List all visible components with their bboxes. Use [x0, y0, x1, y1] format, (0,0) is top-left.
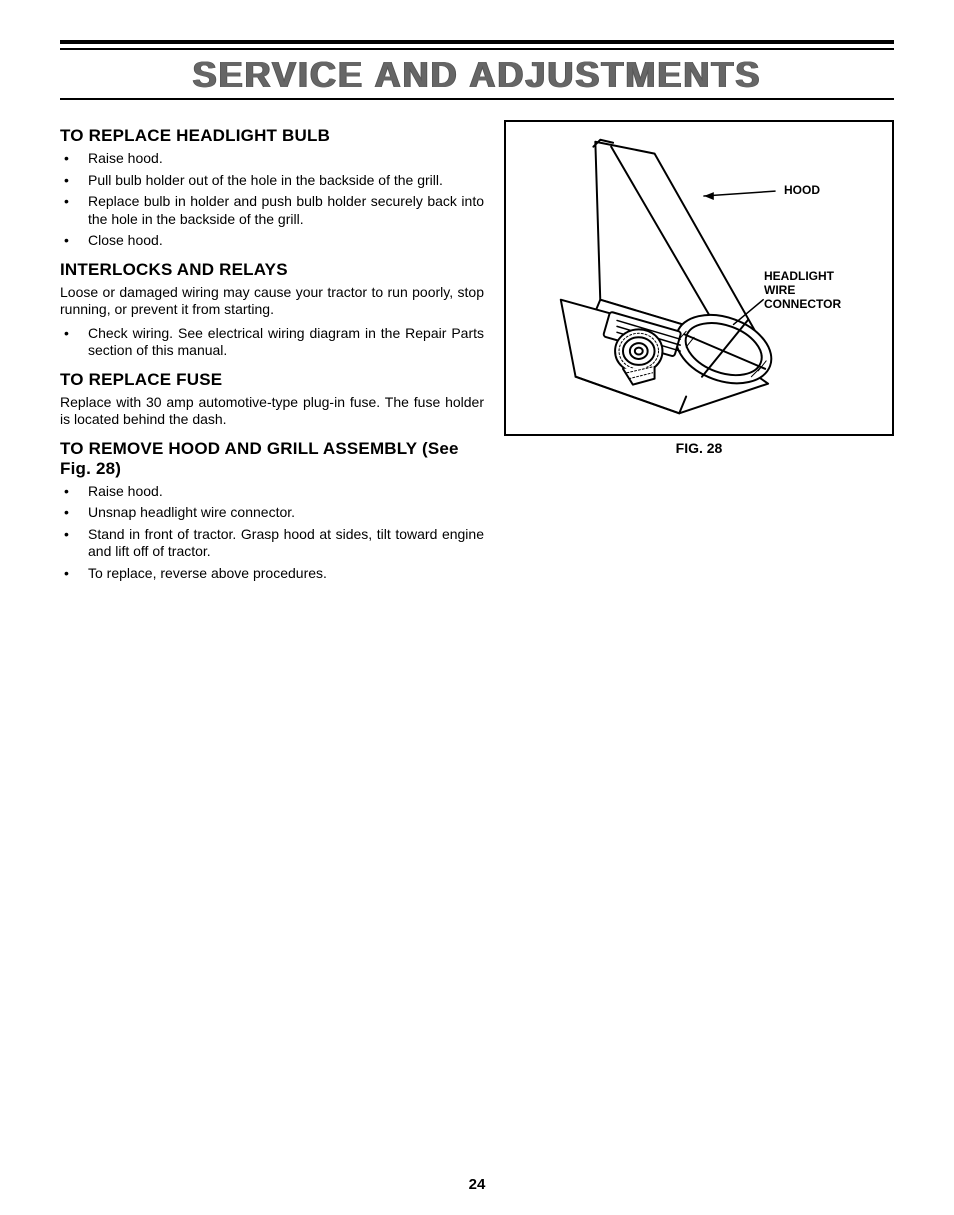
body-fuse: Replace with 30 amp automotive-type plug… — [60, 394, 484, 429]
list-headlight: Raise hood. Pull bulb holder out of the … — [60, 150, 484, 250]
list-item: Check wiring. See electrical wiring diag… — [60, 325, 484, 360]
figure-label-hood: HOOD — [784, 184, 820, 198]
heading-hood-grill: TO REMOVE HOOD AND GRILL ASSEMBLY (See F… — [60, 439, 484, 479]
figure-label-connector: HEADLIGHT WIRE CONNECTOR — [764, 270, 841, 311]
list-item: Replace bulb in holder and push bulb hol… — [60, 193, 484, 228]
heading-headlight-bulb: TO REPLACE HEADLIGHT BULB — [60, 126, 484, 146]
right-column: HOOD HEADLIGHT WIRE CONNECTOR FIG. 28 — [504, 116, 894, 456]
list-interlocks: Check wiring. See electrical wiring diag… — [60, 325, 484, 360]
left-column: TO REPLACE HEADLIGHT BULB Raise hood. Pu… — [60, 116, 484, 588]
bottom-rule — [60, 98, 894, 102]
list-hood: Raise hood. Unsnap headlight wire connec… — [60, 483, 484, 583]
content-columns: TO REPLACE HEADLIGHT BULB Raise hood. Pu… — [60, 116, 894, 588]
page-number: 24 — [0, 1176, 954, 1193]
top-rule — [60, 40, 894, 50]
heading-fuse: TO REPLACE FUSE — [60, 370, 484, 390]
heading-interlocks: INTERLOCKS AND RELAYS — [60, 260, 484, 280]
list-item: To replace, reverse above procedures. — [60, 565, 484, 583]
list-item: Pull bulb holder out of the hole in the … — [60, 172, 484, 190]
list-item: Unsnap headlight wire connector. — [60, 504, 484, 522]
body-interlocks: Loose or damaged wiring may cause your t… — [60, 284, 484, 319]
page-title: SERVICE AND ADJUSTMENTS — [60, 50, 894, 98]
figure-caption: FIG. 28 — [504, 440, 894, 456]
figure-28: HOOD HEADLIGHT WIRE CONNECTOR — [504, 120, 894, 436]
list-item: Close hood. — [60, 232, 484, 250]
list-item: Stand in front of tractor. Grasp hood at… — [60, 526, 484, 561]
list-item: Raise hood. — [60, 483, 484, 501]
list-item: Raise hood. — [60, 150, 484, 168]
